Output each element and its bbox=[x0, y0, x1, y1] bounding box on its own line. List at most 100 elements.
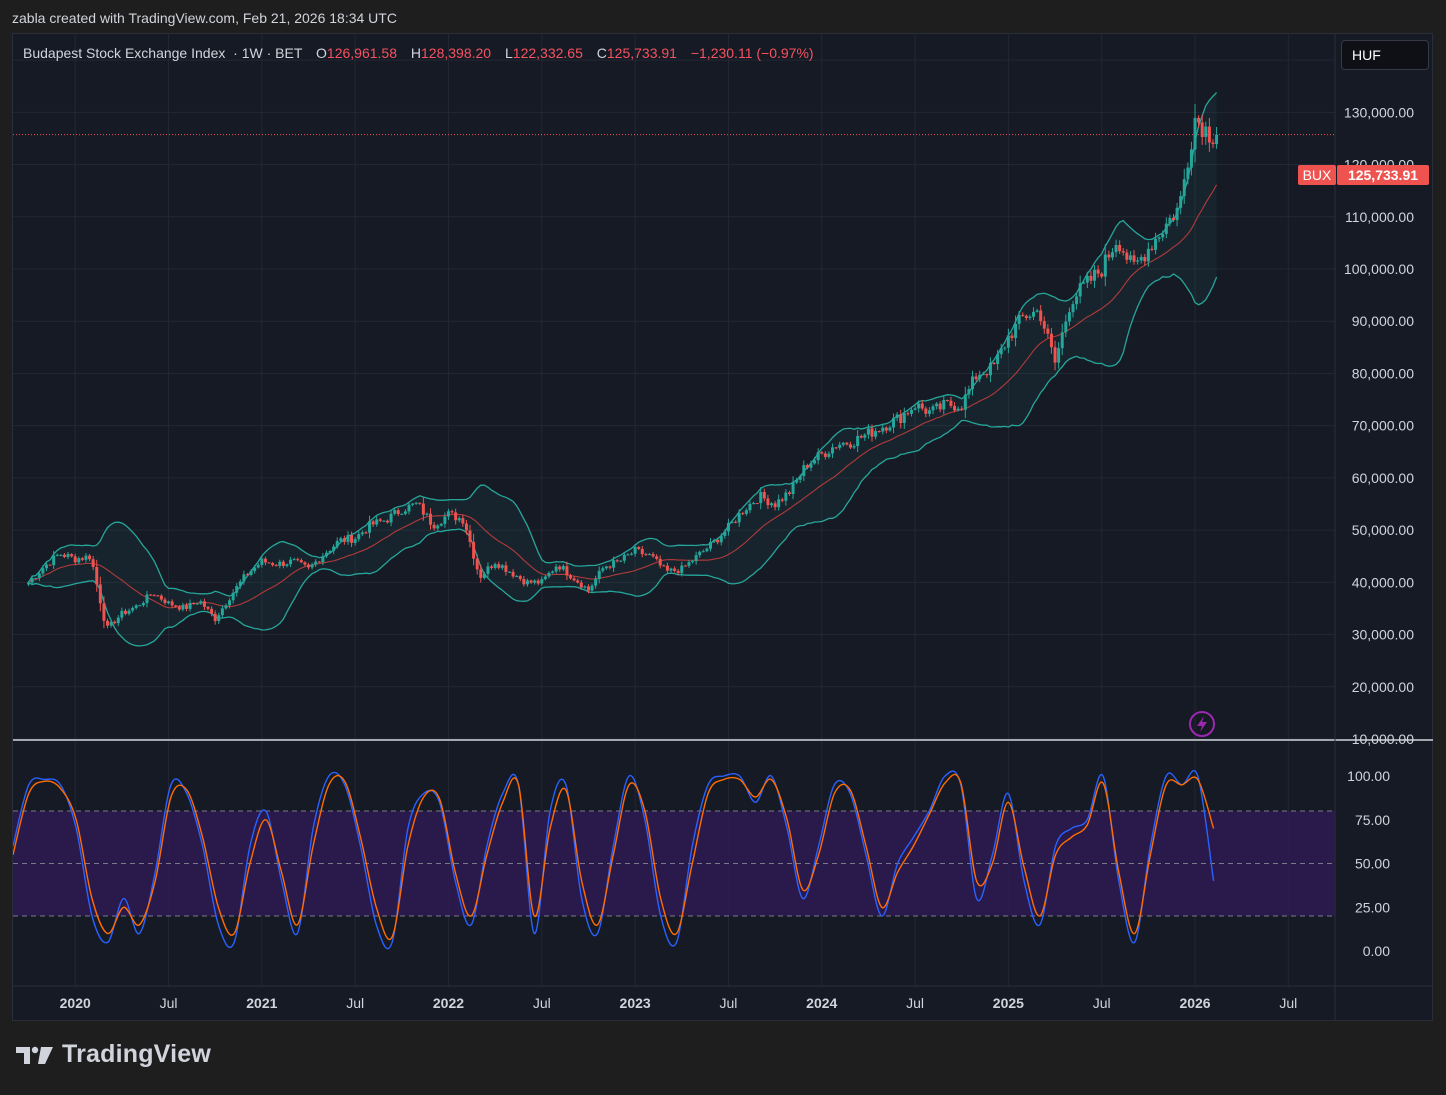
candle-body bbox=[1028, 316, 1032, 318]
candle-body bbox=[134, 605, 138, 608]
candle-body bbox=[84, 555, 88, 560]
candle-body bbox=[335, 540, 339, 547]
candle-body bbox=[931, 406, 935, 411]
candle-body bbox=[1067, 312, 1071, 322]
candle-body bbox=[895, 414, 899, 418]
bollinger-lower-line bbox=[28, 273, 1218, 647]
candle-body bbox=[992, 362, 996, 365]
candle-body bbox=[752, 503, 756, 505]
candle-body bbox=[820, 452, 824, 454]
candle-body bbox=[536, 580, 540, 584]
candle-body bbox=[353, 539, 357, 543]
candle-body bbox=[770, 503, 774, 506]
candle-body bbox=[1168, 217, 1172, 224]
candle-body bbox=[637, 547, 641, 549]
candle-body bbox=[202, 601, 206, 607]
symbol-name[interactable]: Budapest Stock Exchange Index bbox=[23, 45, 226, 61]
candle-body bbox=[963, 394, 967, 410]
time-axis[interactable]: 2020 Jul 2021 Jul 2022 Jul 2023 Jul 2024 Jul 2025 J… bbox=[60, 995, 1298, 1011]
candle-body bbox=[62, 554, 66, 557]
time-tick: 2020 bbox=[60, 995, 91, 1011]
candle-body bbox=[726, 522, 730, 532]
candle-body bbox=[540, 579, 544, 584]
candle-body bbox=[106, 620, 110, 626]
candle-body bbox=[870, 428, 874, 437]
candle-body bbox=[188, 602, 192, 609]
candle-body bbox=[350, 535, 354, 543]
candle-body bbox=[680, 565, 684, 574]
candle-body bbox=[827, 453, 831, 457]
candle-body bbox=[167, 601, 171, 604]
candle-body bbox=[859, 435, 863, 438]
candle-body bbox=[608, 566, 612, 568]
candle-body bbox=[382, 520, 386, 522]
candle-body bbox=[278, 561, 282, 566]
candle-body bbox=[945, 399, 949, 401]
candle-body bbox=[533, 580, 537, 583]
candle-body bbox=[80, 558, 84, 560]
candle-body bbox=[249, 570, 253, 575]
candle-body bbox=[525, 580, 529, 585]
candle-body bbox=[274, 565, 278, 567]
price-tick: 130,000.00 bbox=[1344, 104, 1414, 120]
candle-body bbox=[1107, 254, 1111, 258]
stoch-tick: 75.00 bbox=[1355, 812, 1390, 828]
candle-body bbox=[235, 586, 239, 593]
stoch-tick: 25.00 bbox=[1355, 899, 1390, 915]
candle-body bbox=[289, 559, 293, 565]
candle-body bbox=[565, 566, 569, 576]
candle-body bbox=[238, 581, 242, 587]
candle-body bbox=[543, 576, 547, 580]
candle-body bbox=[522, 578, 526, 585]
candle-body bbox=[734, 521, 738, 523]
candle-body bbox=[909, 409, 913, 414]
candle-body bbox=[511, 571, 515, 577]
price-tick: 20,000.00 bbox=[1352, 679, 1414, 695]
candle-body bbox=[461, 518, 465, 524]
candle-body bbox=[220, 608, 224, 616]
price-axis[interactable]: 140,000.00130,000.00120,000.00110,000.00… bbox=[1344, 52, 1414, 747]
candle-body bbox=[184, 605, 188, 609]
candle-body bbox=[242, 574, 246, 582]
candle-body bbox=[1211, 142, 1215, 145]
candle-body bbox=[307, 564, 311, 568]
candle-body bbox=[34, 578, 38, 580]
candle-body bbox=[400, 513, 404, 515]
lightning-icon[interactable] bbox=[1189, 711, 1215, 737]
candle-body bbox=[755, 503, 759, 505]
candle-body bbox=[780, 499, 784, 501]
candle-body bbox=[601, 568, 605, 571]
time-tick: 2022 bbox=[433, 995, 464, 1011]
candle-body bbox=[1110, 252, 1114, 258]
candle-body bbox=[716, 540, 720, 543]
candle-body bbox=[866, 428, 870, 435]
candle-body bbox=[558, 566, 562, 570]
currency-button[interactable]: HUF bbox=[1341, 40, 1429, 70]
candle-body bbox=[777, 499, 781, 508]
candle-body bbox=[1024, 315, 1028, 318]
candle-body bbox=[1114, 245, 1118, 253]
candle-body bbox=[655, 556, 659, 559]
stoch-axis[interactable]: 100.00 75.00 50.00 25.00 0.00 bbox=[1347, 768, 1390, 959]
candle-body bbox=[640, 548, 644, 555]
stoch-tick: 0.00 bbox=[1363, 943, 1390, 959]
candle-body bbox=[658, 558, 662, 566]
tradingview-brand[interactable]: TradingView bbox=[16, 1040, 211, 1069]
candle-body bbox=[1085, 275, 1089, 283]
candle-body bbox=[454, 512, 458, 521]
candle-body bbox=[647, 554, 651, 556]
time-tick: Jul bbox=[1093, 995, 1111, 1011]
candle-body bbox=[960, 408, 964, 410]
candle-body bbox=[486, 566, 490, 574]
candle-body bbox=[507, 571, 511, 573]
candle-body bbox=[271, 563, 275, 566]
candle-body bbox=[371, 521, 375, 525]
candle-body bbox=[418, 502, 422, 504]
candle-body bbox=[784, 492, 788, 501]
candle-body bbox=[888, 427, 892, 431]
high-value: 128,398.20 bbox=[421, 45, 492, 61]
candle-body bbox=[1182, 179, 1186, 197]
candle-body bbox=[30, 578, 34, 583]
candle-body bbox=[1064, 321, 1068, 333]
